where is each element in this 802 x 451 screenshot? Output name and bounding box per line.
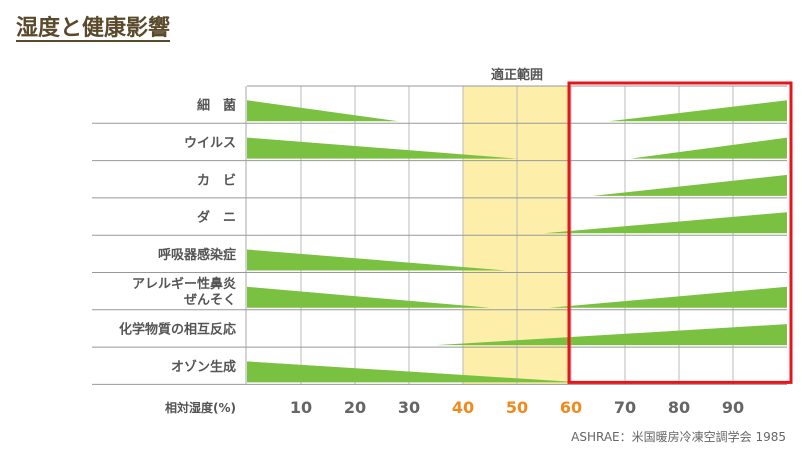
x-tick-50: 50 bbox=[506, 398, 528, 417]
page-title: 湿度と健康影響 bbox=[16, 16, 171, 41]
x-axis-label: 相対湿度(%) bbox=[165, 400, 236, 415]
category-label-7: オゾン生成 bbox=[171, 359, 236, 375]
area-row-1-segment-1 bbox=[630, 137, 787, 159]
area-row-7-segment-0 bbox=[247, 361, 582, 383]
x-tick-70: 70 bbox=[614, 398, 636, 417]
highlight-box-layer bbox=[567, 81, 793, 384]
category-label-4: 呼吸器感染症 bbox=[158, 247, 236, 263]
x-tick-layer: 10 20 30 40 50 60 70 80 90 bbox=[290, 398, 744, 417]
area-row-2-segment-0 bbox=[592, 174, 787, 196]
x-tick-30: 30 bbox=[398, 398, 420, 417]
category-label-3: ダ ニ bbox=[197, 210, 236, 226]
category-label-2: カ ビ bbox=[197, 172, 236, 188]
area-row-1-segment-0 bbox=[247, 137, 517, 159]
x-tick-20: 20 bbox=[344, 398, 366, 417]
area-layer bbox=[247, 100, 787, 383]
area-row-0-segment-0 bbox=[247, 100, 399, 122]
category-label-6: 化学物質の相互反応 bbox=[119, 321, 236, 337]
area-row-0-segment-1 bbox=[608, 100, 787, 122]
x-tick-80: 80 bbox=[668, 398, 690, 417]
area-row-5-segment-0 bbox=[247, 286, 490, 308]
x-tick-10: 10 bbox=[290, 398, 312, 417]
area-row-5-segment-1 bbox=[549, 286, 787, 308]
optimal-range-label: 適正範囲 bbox=[491, 67, 543, 83]
highlight-box bbox=[567, 81, 793, 384]
x-tick-40: 40 bbox=[452, 398, 474, 417]
category-label-1: ウイルス bbox=[184, 136, 236, 151]
source-note: ASHRAE：米国暖房冷凍空調学会 1985 bbox=[571, 429, 786, 444]
category-label-0: 細 菌 bbox=[197, 98, 236, 114]
area-row-3-segment-0 bbox=[544, 212, 787, 234]
area-row-6-segment-0 bbox=[436, 324, 787, 346]
category-label-5: アレルギー性鼻炎ぜんそく bbox=[132, 276, 236, 308]
x-tick-90: 90 bbox=[722, 398, 744, 417]
x-tick-60: 60 bbox=[560, 398, 582, 417]
area-row-4-segment-0 bbox=[247, 249, 507, 271]
